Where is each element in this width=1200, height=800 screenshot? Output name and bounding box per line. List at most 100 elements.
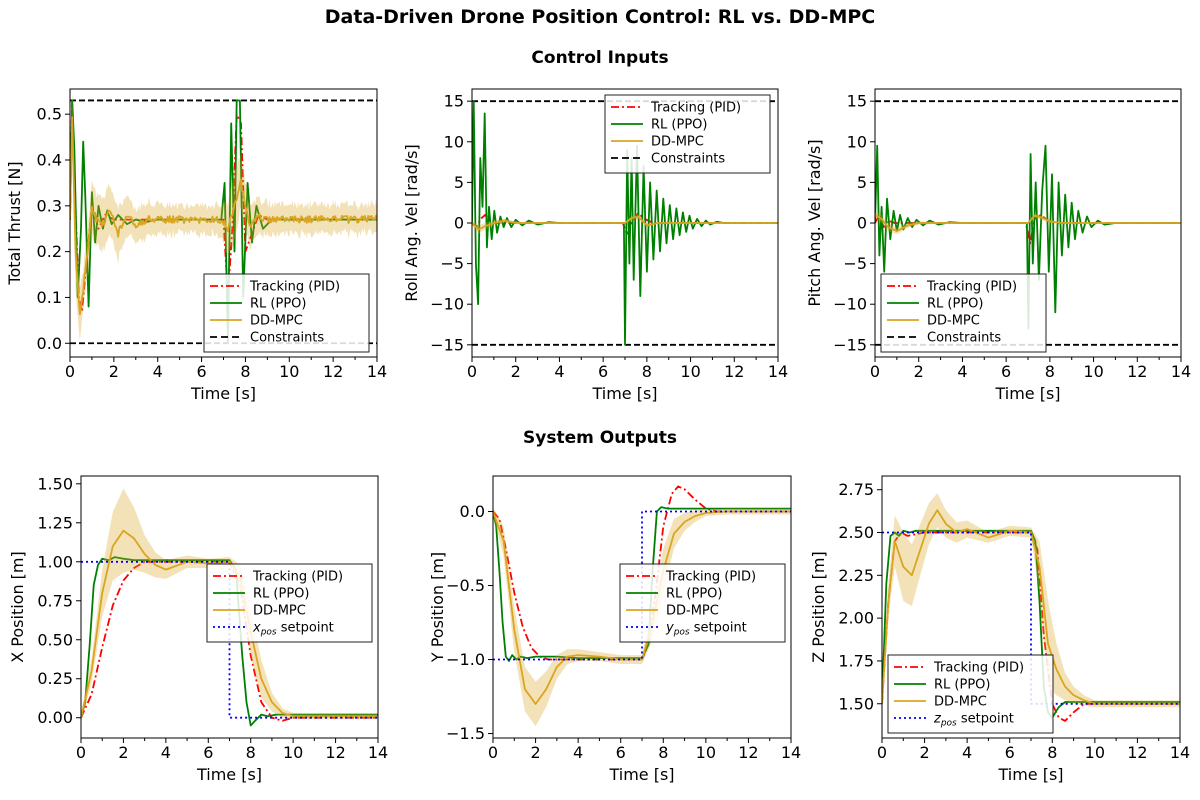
figure-title: Data-Driven Drone Position Control: RL v… [324,6,876,28]
y-tick-label: 1.25 [37,513,73,532]
x-tick-label: 8 [658,743,668,762]
legend-label: Tracking (PID) [650,101,741,116]
y-tick-label: 5 [454,173,464,192]
x-axis-label: Time [s] [608,765,674,784]
y-tick-label: 2.50 [838,523,874,542]
x-tick-label: 0 [488,743,498,762]
x-tick-label: 10 [279,362,299,381]
x-axis-label: Time [s] [196,765,262,784]
legend-label: Tracking (PID) [252,570,343,585]
y-tick-label: 0.75 [37,591,73,610]
legend-box [206,563,373,643]
y-tick-label: 0.0 [37,334,62,353]
x-tick-label: 14 [768,362,788,381]
x-tick-label: 12 [724,362,744,381]
x-tick-label: 6 [598,362,608,381]
y-tick-label: 1.75 [838,651,874,670]
legend-label: RL (PPO) [253,587,309,602]
x-tick-label: 0 [65,362,75,381]
legend-label: Tracking (PID) [933,661,1024,676]
y-tick-label: 0.5 [37,105,62,124]
y-tick-label: 0.00 [37,708,73,727]
x-tick-label: 10 [1085,743,1105,762]
x-tick-label: 4 [161,743,171,762]
legend-label: Tracking (PID) [665,570,756,585]
x-tick-label: 6 [1005,743,1015,762]
legend-label: DD-MPC [666,604,719,619]
series-line-2 [875,214,1181,232]
x-tick-label: 2 [109,362,119,381]
y-tick-label: 2.00 [838,609,874,628]
legend-label: ypos setpoint [665,621,747,638]
x-axis-label: Time [s] [190,384,256,403]
x-tick-label: 14 [1171,362,1191,381]
chart-xpos: 0 2 4 6 8 10 12 14 0.00 0.25 0.50 0.75 1.00 1.25 1.50 T… [8,474,388,784]
legend-label: Tracking (PID) [926,280,1017,295]
y-tick-label: 0.25 [37,669,73,688]
y-tick-label: 5 [857,173,867,192]
x-tick-label: 6 [203,743,213,762]
y-tick-label: 0.2 [37,242,62,261]
legend-box [203,273,370,353]
chart-zpos: 0 2 4 6 8 10 12 14 1.50 1.75 2.00 2.25 2.50 2.75 Time … [809,475,1190,784]
y-tick-label: −0.5 [446,576,485,595]
series-line-2 [493,510,791,705]
series-line-2 [70,116,377,316]
x-tick-label: 8 [246,743,256,762]
x-tick-label: 14 [368,743,388,762]
legend-label: Constraints [651,152,725,167]
x-tick-label: 2 [511,362,521,381]
x-tick-label: 6 [616,743,626,762]
series-line-2 [882,509,1180,705]
series-line-0 [472,212,778,237]
legend-label: DD-MPC [250,314,303,329]
x-tick-label: 0 [76,743,86,762]
legend-box [887,654,1054,734]
x-tick-label: 12 [1127,743,1147,762]
x-tick-label: 4 [153,362,163,381]
y-tick-label: 2.75 [838,480,874,499]
y-tick-label: 15 [444,92,464,111]
legend-label: RL (PPO) [250,297,306,312]
uncertainty-band [70,90,377,341]
x-tick-label: 12 [1127,362,1147,381]
y-tick-label: 1.00 [37,552,73,571]
series-line-1 [493,506,791,662]
y-tick-label: −1.5 [446,724,485,743]
uncertainty-band [882,493,1180,709]
legend-box [619,563,786,643]
x-axis-label: Time [s] [997,765,1063,784]
legend-box [604,94,771,174]
y-tick-label: 0.50 [37,630,73,649]
y-tick-label: 10 [847,132,867,151]
x-tick-label: 2 [919,743,929,762]
legend-label: RL (PPO) [927,297,983,312]
y-tick-label: 0.0 [460,502,485,521]
plot-area [882,493,1180,722]
legend-label: RL (PPO) [666,587,722,602]
legend: Tracking (PID) RL (PPO) DD-MPC ypos setpoin… [619,563,786,643]
y-tick-label: 0.3 [37,196,62,215]
x-tick-label: 2 [530,743,540,762]
series-line-2 [472,215,778,231]
x-tick-label: 6 [196,362,206,381]
x-tick-label: 10 [680,362,700,381]
y-axis-label: Z Position [m] [809,551,828,663]
x-tick-label: 12 [738,743,758,762]
series-line-1 [882,529,1180,719]
y-tick-label: −5 [843,254,867,273]
section-title-system-outputs: System Outputs [523,428,677,448]
section-title-control-inputs: Control Inputs [531,48,669,68]
x-tick-label: 12 [323,362,343,381]
x-tick-label: 4 [957,362,967,381]
legend-label: DD-MPC [253,604,306,619]
legend-label: Tracking (PID) [249,280,340,295]
y-tick-label: 0.1 [37,288,62,307]
x-tick-label: 2 [914,362,924,381]
y-tick-label: −5 [440,254,464,273]
series-line-0 [493,485,791,661]
x-axis-label: Time [s] [591,384,657,403]
x-tick-label: 8 [1047,743,1057,762]
legend-label: DD-MPC [934,695,987,710]
